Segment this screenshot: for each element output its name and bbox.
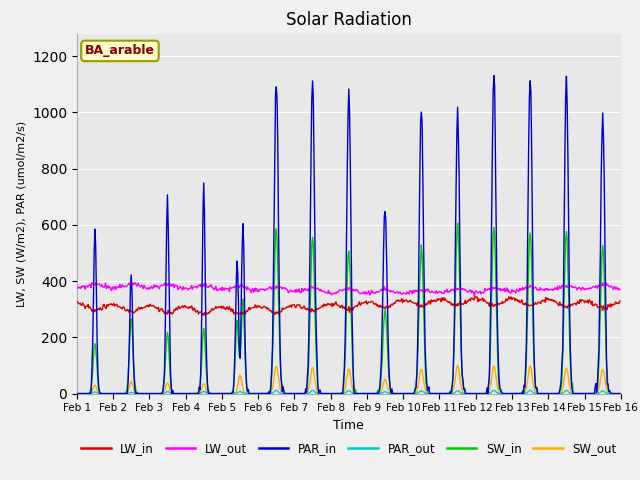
Title: Solar Radiation: Solar Radiation xyxy=(286,11,412,29)
X-axis label: Time: Time xyxy=(333,419,364,432)
Y-axis label: LW, SW (W/m2), PAR (umol/m2/s): LW, SW (W/m2), PAR (umol/m2/s) xyxy=(17,120,26,307)
Text: BA_arable: BA_arable xyxy=(85,44,155,58)
Legend: LW_in, LW_out, PAR_in, PAR_out, SW_in, SW_out: LW_in, LW_out, PAR_in, PAR_out, SW_in, S… xyxy=(76,437,621,460)
